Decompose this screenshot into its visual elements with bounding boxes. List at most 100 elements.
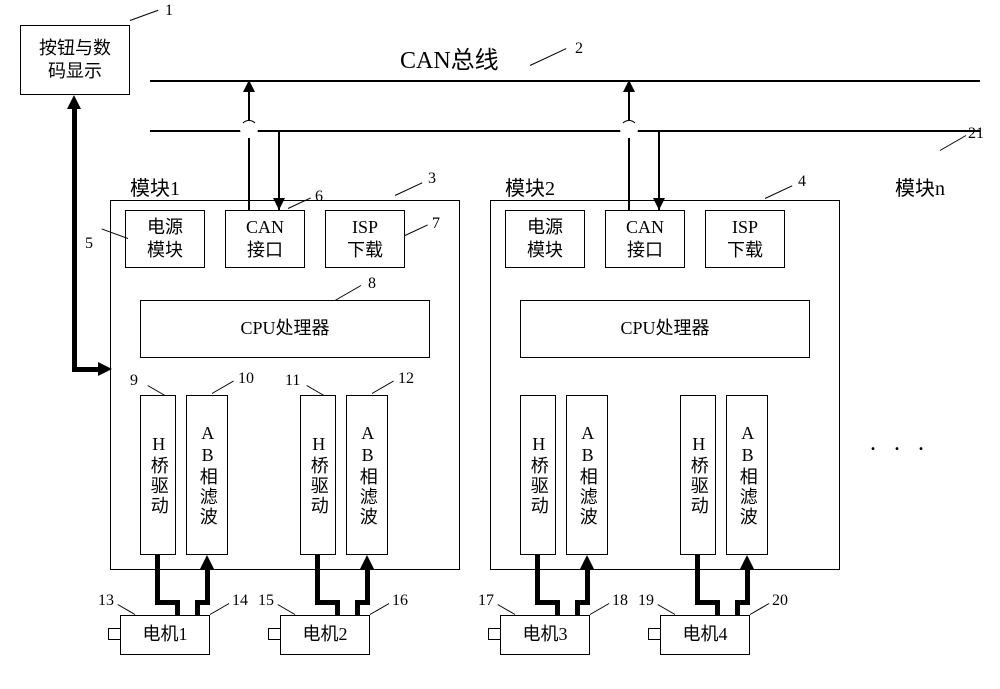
m2-h2: H桥驱动 xyxy=(680,395,716,555)
m1-arc xyxy=(240,120,258,138)
disp-mod-v1 xyxy=(72,107,77,372)
m1-to-ab1-v2 xyxy=(205,565,210,605)
leader-18 xyxy=(590,603,610,615)
callout-4: 4 xyxy=(798,173,806,191)
m1-ab2-text: AB相滤波 xyxy=(355,423,378,527)
leader-19 xyxy=(657,604,675,615)
m2-ab2: AB相滤波 xyxy=(726,395,768,555)
m2-ab1: AB相滤波 xyxy=(566,395,608,555)
h2-to-m2-v2 xyxy=(335,600,340,615)
callout-16: 16 xyxy=(392,592,408,610)
leader-21 xyxy=(940,135,966,151)
leader-4 xyxy=(765,185,793,199)
motor1: 电机1 xyxy=(120,615,210,655)
m2-h1: H桥驱动 xyxy=(520,395,556,555)
ab4-arrow xyxy=(740,555,754,569)
m2-ab1-text: AB相滤波 xyxy=(575,423,598,527)
m1-ab2: AB相滤波 xyxy=(346,395,388,555)
m2-to-ab2-v2 xyxy=(365,565,370,605)
callout-9: 9 xyxy=(130,372,138,390)
motor3-stub xyxy=(488,628,500,640)
m2-power-text: 电源 模块 xyxy=(527,216,563,263)
m2-power: 电源 模块 xyxy=(505,210,585,268)
ellipsis: . . . xyxy=(870,430,930,457)
leader-14 xyxy=(210,603,230,615)
h3-to-m3-v2 xyxy=(555,600,560,615)
m1-drop-left-lower xyxy=(248,138,250,210)
ab2-arrow xyxy=(360,555,374,569)
m2-h1-text: H桥驱动 xyxy=(526,434,549,516)
m1-isp-text: ISP 下载 xyxy=(347,216,383,263)
moduleN-title: 模块n xyxy=(895,172,945,201)
m1-h2: H桥驱动 xyxy=(300,395,336,555)
callout-19: 19 xyxy=(638,592,654,610)
m2-isp: ISP 下载 xyxy=(705,210,785,268)
m1-arrow-up xyxy=(243,80,255,92)
m1-isp: ISP 下载 xyxy=(325,210,405,268)
m2-arc xyxy=(620,120,638,138)
callout-2: 2 xyxy=(575,40,583,58)
m1-power-text: 电源 模块 xyxy=(147,216,183,263)
m4-to-ab4-v2 xyxy=(745,565,750,605)
m3-to-ab3-v2 xyxy=(585,565,590,605)
motor3: 电机3 xyxy=(500,615,590,655)
callout-14: 14 xyxy=(232,592,248,610)
leader-13 xyxy=(117,604,135,615)
m1-ab1: AB相滤波 xyxy=(186,395,228,555)
m2-cpu-text: CPU处理器 xyxy=(620,317,709,340)
disp-mod-h xyxy=(72,367,100,372)
m2-arrow-up xyxy=(623,80,635,92)
callout-6: 6 xyxy=(315,188,323,206)
callout-1: 1 xyxy=(165,2,173,20)
ab3-arrow xyxy=(580,555,594,569)
m1-arrow-down xyxy=(273,198,285,210)
bus-line-bottom xyxy=(150,130,980,132)
m2-arrow-down xyxy=(653,198,665,210)
m1-ab1-text: AB相滤波 xyxy=(195,423,218,527)
m2-cpu: CPU处理器 xyxy=(520,300,810,358)
motor1-stub xyxy=(108,628,120,640)
leader-16 xyxy=(370,603,390,615)
h1-to-m1-v2 xyxy=(175,600,180,615)
h4-to-m4-v xyxy=(695,555,700,605)
motor2-text: 电机2 xyxy=(303,623,348,646)
m2-h2-text: H桥驱动 xyxy=(686,434,709,516)
motor1-text: 电机1 xyxy=(143,623,188,646)
motor4-stub xyxy=(648,628,660,640)
m1-can: CAN 接口 xyxy=(225,210,305,268)
h2-to-m2-v xyxy=(315,555,320,605)
can-bus-title: CAN总线 xyxy=(400,40,499,75)
m2-drop-left-lower xyxy=(628,138,630,210)
callout-8: 8 xyxy=(368,275,376,293)
m1-power: 电源 模块 xyxy=(125,210,205,268)
callout-13: 13 xyxy=(98,592,114,610)
callout-7: 7 xyxy=(432,215,440,233)
callout-11: 11 xyxy=(285,372,300,390)
motor2-stub xyxy=(268,628,280,640)
display-box: 按钮与数 码显示 xyxy=(20,25,130,95)
h1-to-m1-v xyxy=(155,555,160,605)
callout-5: 5 xyxy=(85,235,93,253)
h3-to-m3-v xyxy=(535,555,540,605)
display-line2: 码显示 xyxy=(48,60,102,83)
callout-15: 15 xyxy=(258,592,274,610)
callout-20: 20 xyxy=(772,592,788,610)
callout-17: 17 xyxy=(478,592,494,610)
m2-isp-text: ISP 下载 xyxy=(727,216,763,263)
m1-can-text: CAN 接口 xyxy=(246,216,284,263)
module2-title: 模块2 xyxy=(505,172,555,201)
m1-h2-text: H桥驱动 xyxy=(306,434,329,516)
callout-21: 21 xyxy=(968,125,984,143)
leader-3 xyxy=(395,182,423,196)
motor4: 电机4 xyxy=(660,615,750,655)
h4-to-m4-v2 xyxy=(715,600,720,615)
display-line1: 按钮与数 xyxy=(39,37,111,60)
leader-2 xyxy=(530,48,567,66)
m1-cpu: CPU处理器 xyxy=(140,300,430,358)
m2-ab2-text: AB相滤波 xyxy=(735,423,758,527)
ab1-arrow xyxy=(200,555,214,569)
m2-can-text: CAN 接口 xyxy=(626,216,664,263)
bus-line-top xyxy=(150,80,980,82)
callout-3: 3 xyxy=(428,170,436,188)
disp-arrow-right xyxy=(98,362,112,376)
